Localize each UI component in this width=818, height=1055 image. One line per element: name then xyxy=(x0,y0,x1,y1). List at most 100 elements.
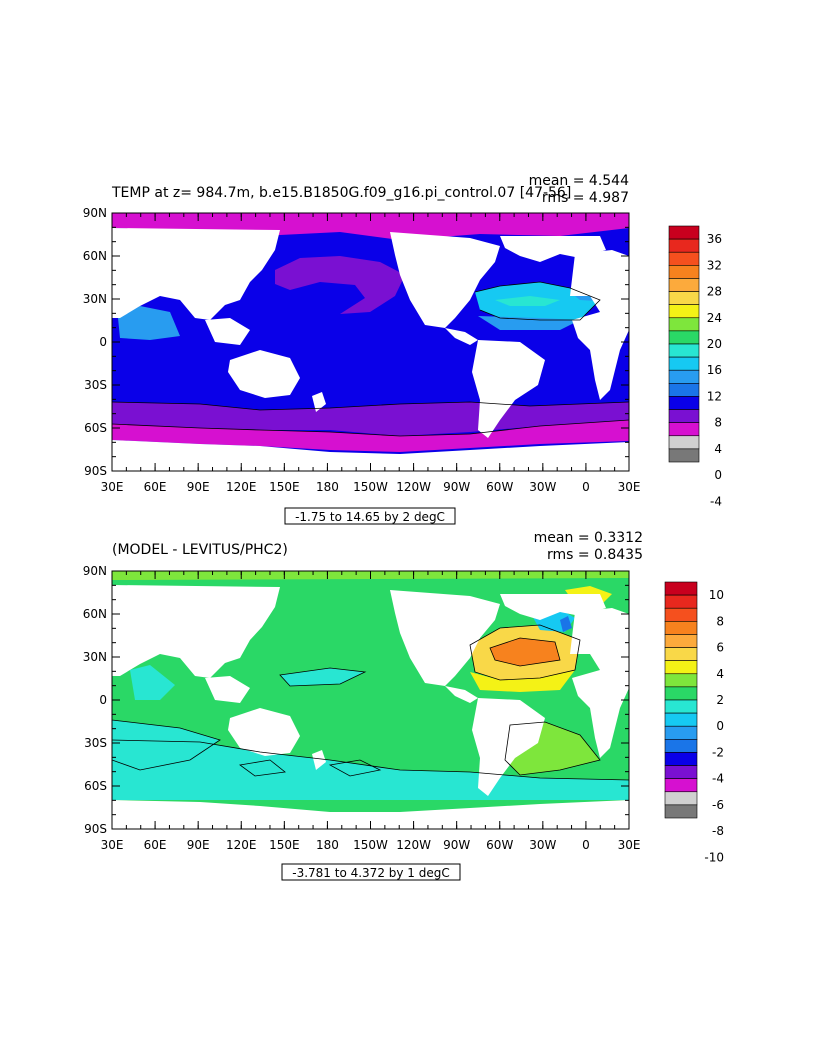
range-box xyxy=(284,507,456,525)
contour-line xyxy=(489,637,561,667)
lat-tick-label: 90N xyxy=(83,564,107,578)
colorbar-swatch xyxy=(664,634,698,648)
colorbar-swatch xyxy=(668,265,700,279)
colorbar-swatch xyxy=(668,291,700,305)
lon-tick-label: 90E xyxy=(187,838,210,852)
colorbar-label: 2 xyxy=(716,693,724,707)
lat-tick-label: 30N xyxy=(83,650,107,664)
colorbar-swatch xyxy=(668,251,700,266)
lat-tick-label: 90S xyxy=(84,822,107,836)
contour-line xyxy=(238,759,286,777)
latitude-labels: 90N 60N 30N 0 30S 60S 90S xyxy=(83,564,107,836)
colorbar-label: -6 xyxy=(712,798,724,812)
contour-line xyxy=(112,419,629,437)
colorbar-swatch xyxy=(668,278,700,292)
lon-tick-label: 0 xyxy=(582,480,590,494)
colorbar-swatch xyxy=(668,225,700,240)
lon-tick-label: 30E xyxy=(101,480,124,494)
lat-tick-label: 30S xyxy=(84,736,107,750)
lon-tick-label: 60E xyxy=(144,480,167,494)
colorbar-label: 20 xyxy=(707,337,722,351)
colorbar-swatch xyxy=(668,317,700,332)
lon-tick-label: 30E xyxy=(618,838,641,852)
colorbar-swatch xyxy=(668,448,700,463)
lat-tick-label: 30S xyxy=(84,378,107,392)
lon-tick-label: 30E xyxy=(101,838,124,852)
colorbar-label: -8 xyxy=(712,824,724,838)
maritime-continent xyxy=(205,676,250,703)
maritime-continent xyxy=(205,318,250,345)
colorbar-label: 24 xyxy=(707,311,722,325)
lon-tick-label: 120W xyxy=(396,480,431,494)
lon-tick-label: 180 xyxy=(316,480,339,494)
lat-tick-label: 0 xyxy=(99,693,107,707)
longitude-labels: 30E 60E 90E 120E 150E 180 150W 120W 90W 60W 30W 0 30… xyxy=(101,838,641,852)
colorbar-swatch xyxy=(668,369,700,384)
colorbar-label: 0 xyxy=(716,719,724,733)
colorbar-swatch xyxy=(668,343,700,358)
longitude-labels: 30E 60E 90E 120E 150E 180 150W 120W 90W 60W 30W 0 30… xyxy=(101,480,641,494)
colorbar-label: -4 xyxy=(710,494,722,508)
colorbar-swatch xyxy=(664,765,698,779)
central-america xyxy=(445,328,478,345)
contour-lines xyxy=(112,281,629,437)
colorbar-label: -4 xyxy=(712,772,724,786)
australia xyxy=(228,350,300,398)
colorbar-swatch xyxy=(664,594,698,609)
lon-tick-label: 150E xyxy=(269,480,300,494)
lon-tick-label: 60W xyxy=(486,838,513,852)
south-america xyxy=(472,340,545,438)
contour-line xyxy=(328,759,382,777)
colorbar-swatch xyxy=(664,647,698,661)
mean-label: mean = 0.3312 xyxy=(534,530,643,546)
colorbar-label: 6 xyxy=(716,641,724,655)
colorbar-swatch xyxy=(668,238,700,253)
colorbar-swatch xyxy=(664,739,698,753)
asia xyxy=(112,585,280,678)
colorbar-swatch xyxy=(664,725,698,740)
north-pacific-region xyxy=(275,256,405,314)
colorbar-swatch xyxy=(664,712,698,727)
colorbar-label: 8 xyxy=(716,614,724,628)
contour-line xyxy=(112,719,221,771)
panel-title: (MODEL - LEVITUS/PHC2) xyxy=(112,542,288,558)
north-atlantic-hot-core xyxy=(490,638,560,666)
indian-cyan-patch xyxy=(112,720,220,770)
colorbar-label: 4 xyxy=(714,442,722,456)
lat-tick-label: 30N xyxy=(83,292,107,306)
axis-ticks xyxy=(111,212,630,472)
southern-magenta-band xyxy=(112,420,629,452)
colorbar-label: 12 xyxy=(707,389,722,403)
colorbar-swatch xyxy=(664,581,698,596)
colorbar-swatch xyxy=(664,778,698,793)
temperature-map xyxy=(112,213,629,471)
arabian-sea xyxy=(118,306,180,340)
contour-line xyxy=(469,624,581,681)
colorbar-swatch xyxy=(664,804,698,819)
north-america xyxy=(390,232,500,328)
colorbar-swatch xyxy=(668,396,700,410)
lon-tick-label: 150W xyxy=(353,480,388,494)
colorbar-swatch xyxy=(668,422,700,437)
lon-tick-label: 90W xyxy=(443,838,470,852)
south-america xyxy=(472,698,545,796)
lon-tick-label: 120E xyxy=(226,838,257,852)
lon-tick-label: 60E xyxy=(144,838,167,852)
arabian-cyan xyxy=(130,665,175,700)
north-atlantic-core xyxy=(495,296,560,306)
colorbar-label: 28 xyxy=(707,285,722,299)
colorbar-label: -2 xyxy=(712,745,724,759)
north-pacific-cyan xyxy=(280,668,365,686)
colorbar-swatch xyxy=(664,686,698,701)
panel-temperature: TEMP at z= 984.7m, b.e15.B1850G.f09_g16.… xyxy=(83,173,722,525)
colorbar-swatch xyxy=(664,607,698,622)
colorbar-swatch xyxy=(668,383,700,397)
colorbar-swatch xyxy=(668,435,700,450)
lat-tick-label: 60N xyxy=(83,607,107,621)
range-label: -1.75 to 14.65 by 2 degC xyxy=(295,510,445,524)
north-america xyxy=(390,590,500,686)
colorbar-swatch xyxy=(668,409,700,423)
new-zealand xyxy=(312,392,326,412)
colorbar-swatch xyxy=(664,621,698,635)
labrador-core xyxy=(560,616,572,632)
